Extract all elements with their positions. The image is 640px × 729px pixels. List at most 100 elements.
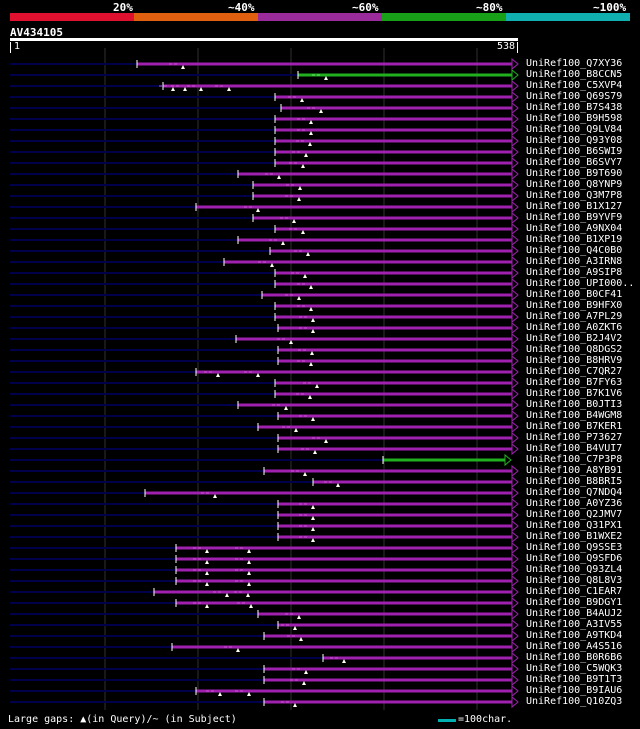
hit-label[interactable]: UniRef100_Q8DGS2 [526,344,623,355]
hit-row[interactable] [10,211,519,225]
hit-row[interactable] [10,563,519,577]
hit-label[interactable]: UniRef100_Q7XY36 [526,58,623,69]
hit-row[interactable] [10,145,519,159]
hit-label[interactable]: UniRef100_B7FY63 [526,377,623,388]
hit-row[interactable] [10,607,519,621]
hit-label[interactable]: UniRef100_Q8L8V3 [526,575,623,586]
hit-row[interactable] [10,431,519,445]
hit-label[interactable]: UniRef100_B0R6B6 [526,652,623,663]
hit-label[interactable]: UniRef100_C7QR27 [526,366,623,377]
hit-row[interactable] [10,343,519,357]
hit-label[interactable]: UniRef100_A9NX04 [526,223,623,234]
hit-label[interactable]: UniRef100_B4WGM8 [526,410,623,421]
hit-row[interactable] [10,288,519,302]
hit-label[interactable]: UniRef100_Q93Y08 [526,135,623,146]
hit-label[interactable]: UniRef100_A9SIP8 [526,267,623,278]
hit-label[interactable]: UniRef100_B8BRI5 [526,476,623,487]
hit-row[interactable] [10,651,519,665]
hit-label[interactable]: UniRef100_B9T690 [526,168,623,179]
hit-label[interactable]: UniRef100_Q9SFD6 [526,553,623,564]
hit-label[interactable]: UniRef100_B1XP19 [526,234,623,245]
hit-label[interactable]: UniRef100_C5XVP4 [526,80,623,91]
hit-label[interactable]: UniRef100_B8HRV9 [526,355,623,366]
hit-row[interactable] [10,420,519,434]
hit-label[interactable]: UniRef100_A4S516 [526,641,623,652]
hit-row[interactable] [10,508,519,522]
hit-label[interactable]: UniRef100_A0ZKT6 [526,322,623,333]
hit-label[interactable]: UniRef100_A8YB91 [526,465,623,476]
hit-row[interactable] [10,662,519,676]
hit-label[interactable]: UniRef100_UPI000.. [526,278,635,289]
hit-label[interactable]: UniRef100_Q7NDQ4 [526,487,623,498]
hit-label[interactable]: UniRef100_B9HFX0 [526,300,623,311]
hit-label[interactable]: UniRef100_B0CF41 [526,289,623,300]
hit-row[interactable] [10,695,519,709]
hit-row[interactable] [10,475,519,489]
hit-row[interactable] [10,123,519,137]
hit-label[interactable]: UniRef100_Q31PX1 [526,520,623,531]
hit-label[interactable]: UniRef100_B9IAU6 [526,685,623,696]
hit-row[interactable] [10,530,519,544]
hit-label[interactable]: UniRef100_B9T1T3 [526,674,623,685]
hit-label[interactable]: UniRef100_B8CCN5 [526,69,623,80]
hit-label[interactable]: UniRef100_A3IV55 [526,619,623,630]
hit-row[interactable] [10,299,519,313]
hit-label[interactable]: UniRef100_B6SWI9 [526,146,623,157]
hit-row[interactable] [10,541,519,555]
hit-row[interactable] [10,112,519,126]
hit-row[interactable] [10,244,519,258]
hit-label[interactable]: UniRef100_B9DGY1 [526,597,623,608]
hit-label[interactable]: UniRef100_Q9LV84 [526,124,623,135]
hit-label[interactable]: UniRef100_B1WXE2 [526,531,623,542]
hit-label[interactable]: UniRef100_C5WQK3 [526,663,623,674]
hit-label[interactable]: UniRef100_Q4C0B0 [526,245,623,256]
hit-row[interactable] [10,596,519,610]
hit-row[interactable] [10,321,519,335]
hit-row[interactable] [10,673,519,687]
hit-row[interactable] [10,519,519,533]
hit-row[interactable] [10,134,519,148]
hit-label[interactable]: UniRef100_A7PL29 [526,311,623,322]
hit-label[interactable]: UniRef100_B7S438 [526,102,623,113]
hit-label[interactable]: UniRef100_B9YVF9 [526,212,623,223]
hit-row[interactable] [10,409,519,423]
hit-row[interactable] [10,332,519,346]
hit-row[interactable] [10,640,519,654]
hit-row[interactable] [10,684,519,698]
hit-label[interactable]: UniRef100_C1EAR7 [526,586,623,597]
hit-label[interactable]: UniRef100_Q9SSE3 [526,542,623,553]
hit-row[interactable] [10,629,519,643]
hit-label[interactable]: UniRef100_C7P3P8 [526,454,623,465]
hit-row[interactable] [10,442,519,456]
hit-row[interactable] [10,57,519,71]
hit-row[interactable] [10,167,519,181]
hit-row[interactable] [10,90,519,104]
hit-row[interactable] [10,585,519,599]
hit-label[interactable]: UniRef100_B4AUJ2 [526,608,623,619]
hit-row[interactable] [10,354,519,368]
hit-row[interactable] [10,552,519,566]
hit-row[interactable] [10,222,519,236]
hit-row[interactable] [10,574,519,588]
hit-label[interactable]: UniRef100_A9TKD4 [526,630,623,641]
hit-label[interactable]: UniRef100_B6SVY7 [526,157,623,168]
hit-label[interactable]: UniRef100_B4VUI7 [526,443,623,454]
hit-row[interactable] [10,376,519,390]
hit-label[interactable]: UniRef100_A3IRN8 [526,256,623,267]
hit-row[interactable] [10,68,519,82]
hit-label[interactable]: UniRef100_A0YZ36 [526,498,623,509]
hit-row[interactable] [10,398,519,412]
hit-row[interactable] [10,486,519,500]
hit-label[interactable]: UniRef100_B7K1V6 [526,388,623,399]
hit-row[interactable] [10,464,519,478]
hit-row[interactable] [10,101,519,115]
hit-row[interactable] [10,266,519,280]
hit-row[interactable] [10,178,519,192]
hit-row[interactable] [10,277,519,291]
hit-row[interactable] [10,255,519,269]
hit-row[interactable] [10,200,519,214]
hit-label[interactable]: UniRef100_B9H598 [526,113,623,124]
hit-row[interactable] [10,189,519,203]
hit-label[interactable]: UniRef100_B2J4V2 [526,333,623,344]
hit-label[interactable]: UniRef100_B1X127 [526,201,623,212]
